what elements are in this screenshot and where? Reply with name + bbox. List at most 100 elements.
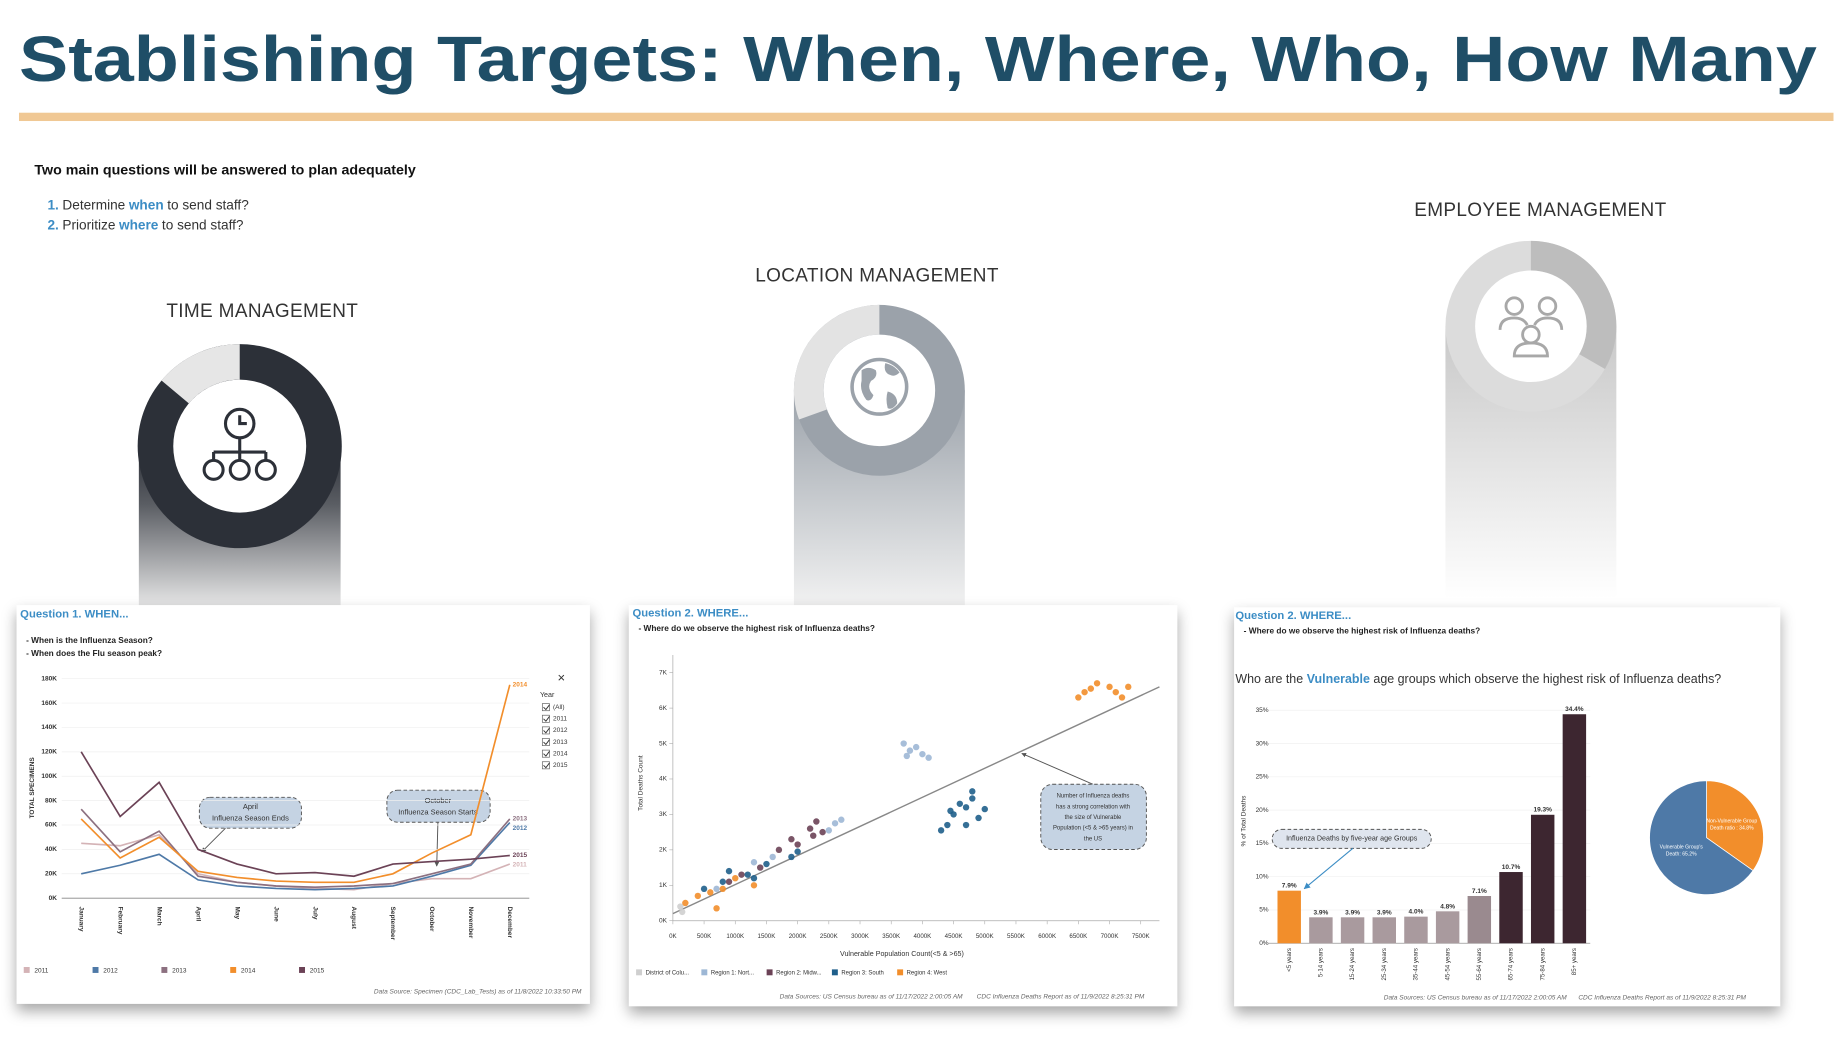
item-text: to send staff? — [162, 217, 244, 232]
chart-header: Question 2. WHERE... — [633, 607, 749, 619]
scatter-point — [956, 800, 964, 807]
scatter-point — [912, 743, 920, 751]
y-tick-label: 35% — [1256, 707, 1269, 714]
scatter-point — [738, 871, 745, 878]
section-label: EMPLOYEE MANAGEMENT — [1414, 200, 1666, 221]
series-line — [80, 751, 510, 878]
y-tick-label: 0K — [659, 917, 668, 924]
scatter-point — [819, 828, 826, 836]
value-label: 19.3% — [1533, 807, 1552, 814]
legend-label: Region 4: West — [907, 970, 948, 976]
filter-check — [543, 704, 550, 711]
scatter-point — [694, 892, 702, 900]
pie-value-label: Death: 65.2% — [1666, 852, 1697, 858]
chart-subtitle: Who are the Vulnerable age groups which ob… — [1235, 672, 1721, 686]
legend-label: 2014 — [241, 967, 256, 974]
filter-checkbox[interactable] — [541, 703, 550, 712]
scatter-point — [900, 740, 907, 747]
chart-question: - When does the Flu season peak? — [26, 648, 162, 658]
scatter-point — [838, 816, 845, 823]
y-tick-label: 10% — [1256, 873, 1269, 880]
bar — [1309, 917, 1333, 944]
bar — [1404, 916, 1428, 944]
filter-check — [543, 716, 550, 722]
scatter-point — [750, 882, 758, 889]
scatter-point — [713, 905, 720, 912]
y-tick-label: 100K — [41, 773, 57, 780]
x-tick-label: 0K — [669, 933, 677, 940]
x-tick-label: 2500K — [820, 933, 839, 940]
scatter-point — [925, 754, 932, 761]
y-axis-title: % of Total Deaths — [1240, 795, 1247, 847]
y-tick-label: 180K — [41, 675, 57, 682]
annotation-text: Influenza Season Ends — [212, 814, 289, 823]
scatter-point — [903, 752, 911, 760]
x-tick-label: 5500K — [1007, 933, 1026, 940]
close-icon[interactable]: × — [558, 670, 566, 685]
pie-label: Vulnerable Group's — [1660, 845, 1704, 851]
filter-checkbox[interactable] — [541, 738, 550, 746]
annotation-text: Number of Influenza deaths — [1057, 794, 1130, 800]
filter-checkbox[interactable] — [541, 714, 550, 723]
annotation-text: Influenza Deaths by five-year age Groups — [1286, 835, 1418, 843]
chart-question: - Where do we observe the highest risk o… — [1244, 625, 1481, 635]
value-label: 4.8% — [1440, 903, 1455, 910]
y-tick-label: 5K — [659, 740, 668, 747]
x-tick-label: March — [155, 906, 162, 925]
subtitle-text: Who are the — [1235, 672, 1303, 686]
chart-layer: 0K 20K 40K 60K 80K 100K 120K 140K 160K 180K Januar… — [23, 654, 1764, 981]
scatter-point — [906, 747, 914, 754]
series-line — [81, 822, 511, 891]
intro-item: 2. Prioritize where to send staff? — [47, 217, 243, 232]
x-tick-label: May — [233, 906, 240, 919]
scatter-point — [794, 841, 801, 848]
annotation-text: Influenza Season Starts — [398, 808, 478, 817]
filter-label: 2012 — [553, 727, 568, 734]
scatter-point — [944, 821, 951, 829]
scatter-point — [806, 825, 814, 832]
x-tick-label: 55-64 years — [1476, 948, 1483, 981]
legend-label: Region 3: South — [841, 970, 883, 976]
series-end-label: 2013 — [513, 816, 528, 823]
y-tick-label: 25% — [1256, 774, 1269, 781]
x-tick-label: November — [467, 906, 474, 938]
y-tick-label: 0K — [49, 895, 58, 902]
scatter-point — [1087, 685, 1095, 692]
section-label: TIME MANAGEMENT — [166, 301, 358, 322]
value-label: 7.1% — [1472, 888, 1487, 895]
filter-checkbox[interactable] — [541, 749, 550, 758]
scatter-point — [750, 874, 758, 882]
legend-swatch — [23, 966, 30, 973]
series-end-label: 2011 — [513, 862, 528, 869]
value-label: 3.9% — [1345, 909, 1360, 916]
y-tick-label: 40K — [45, 846, 57, 853]
x-tick-label: 4500K — [945, 933, 964, 940]
chart-header: Question 1. WHEN... — [20, 609, 128, 621]
filter-check — [543, 727, 550, 734]
chart-source: Data Sources: US Census bureau as of 11/… — [1384, 995, 1568, 1002]
chart-source: Data Source: Specimen (CDC_Lab_Tests) as… — [374, 989, 582, 996]
scatter-point — [719, 885, 726, 893]
chart-source: Data Sources: US Census bureau as of 11/… — [780, 993, 964, 1000]
scatter-point — [1118, 694, 1126, 701]
filter-checkbox[interactable] — [541, 761, 550, 770]
legend-swatch — [897, 969, 904, 976]
scatter-point — [962, 821, 970, 829]
scatter-point — [962, 804, 970, 811]
scatter-point — [725, 878, 733, 885]
chart-question: - When is the Influenza Season? — [26, 635, 153, 645]
x-tick-label: 5000K — [976, 933, 995, 940]
scatter-point — [677, 903, 684, 910]
filter-checkbox[interactable] — [541, 726, 550, 735]
x-tick-label: April — [194, 906, 201, 921]
value-label: 10.7% — [1502, 864, 1521, 871]
value-label: 7.9% — [1282, 883, 1297, 890]
x-tick-label: 3000K — [851, 933, 870, 940]
scatter-point — [1106, 683, 1113, 691]
scatter-point — [732, 874, 739, 882]
y-tick-label: 15% — [1256, 840, 1269, 847]
scatter-point — [788, 853, 795, 861]
scatter-point — [969, 795, 976, 802]
scatter-point — [1075, 694, 1082, 701]
